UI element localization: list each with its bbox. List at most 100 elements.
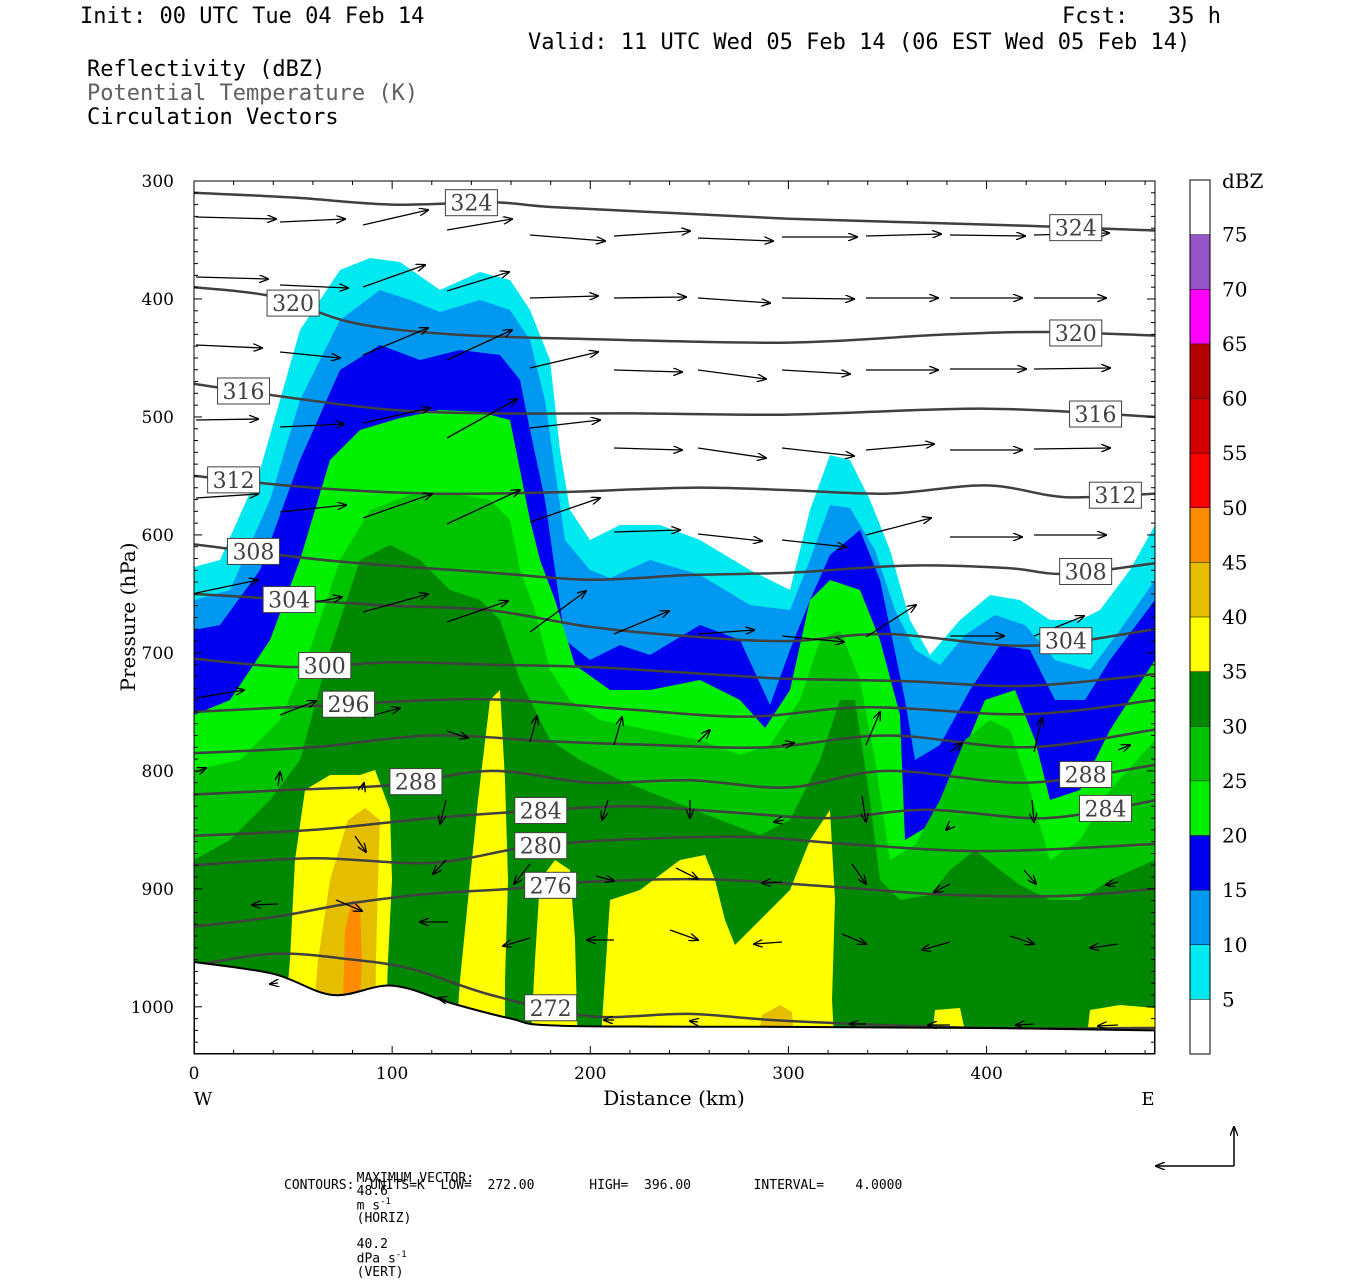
isentrope-label-text: 288 (395, 771, 437, 796)
ground-surface (194, 960, 1155, 1054)
vector-arrow (362, 783, 364, 790)
vector-arrow (1098, 1025, 1119, 1026)
vector-arrow (595, 876, 614, 881)
isentrope-label-text: 304 (268, 589, 310, 614)
vector-arrow (774, 820, 785, 822)
colorbar-label: 30 (1222, 714, 1247, 738)
isentrope-label: 284 (1078, 794, 1132, 822)
colorbar-swatch (1190, 617, 1210, 672)
y-tick-label: 400 (142, 290, 174, 310)
colorbar-title: dBZ (1222, 169, 1264, 193)
vector-arrow (362, 594, 428, 613)
dbz-band-45 (343, 900, 362, 1000)
field-potential-temperature: Potential Temperature (K) (87, 81, 419, 106)
forecast-hour: Fcst: 35 h (1062, 4, 1221, 29)
y-axis-label: Pressure (hPa) (116, 543, 140, 692)
vector-arrow (529, 420, 600, 429)
vector-arrow (362, 408, 430, 424)
isentrope-label-text: 324 (450, 192, 492, 217)
y-tick-label: 900 (142, 880, 174, 900)
isentrope-label: 276 (524, 871, 578, 899)
isentrope-284K (194, 799, 1155, 838)
isentrope-label: 316 (217, 377, 271, 405)
vector-arrow (195, 277, 268, 279)
vector-arrow (865, 712, 880, 746)
reflectivity-shading (194, 258, 1155, 1054)
vector-arrow (446, 219, 512, 231)
vector-arrow (697, 297, 770, 303)
dbz-band-35-b (455, 690, 508, 1054)
vector-arrow (529, 234, 605, 241)
colorbar-label: 15 (1222, 878, 1247, 902)
vert-value: 40.2 (356, 1237, 388, 1253)
colorbar-swatch (1190, 289, 1210, 344)
isentrope-292K (194, 728, 1155, 755)
isentrope-label-text: 308 (1065, 560, 1107, 585)
vector-arrow (278, 772, 280, 787)
colorbar-label: 65 (1222, 332, 1247, 356)
y-tick-label: 700 (142, 644, 174, 664)
isentrope-label: 316 (1069, 400, 1123, 428)
vector-arrow (1032, 799, 1034, 822)
vector-arrow (446, 330, 512, 361)
field-reflectivity: Reflectivity (dBZ) (87, 57, 326, 82)
x-tick-label: 100 (376, 1064, 408, 1084)
x-axis-east-label: E (1141, 1089, 1154, 1110)
isentrope-label: 324 (444, 189, 498, 217)
vector-arrow (697, 730, 710, 743)
colorbar-swatch (1190, 999, 1210, 1054)
isentrope-label-text: 300 (304, 655, 346, 680)
colorbar-label: 20 (1222, 824, 1247, 848)
vector-arrow (1117, 745, 1130, 750)
vector-arrow (503, 937, 531, 946)
isentrope-label: 288 (1059, 760, 1113, 788)
field-circulation-vectors: Circulation Vectors (87, 105, 339, 130)
vector-arrow (602, 799, 609, 820)
vector-arrow (446, 490, 520, 525)
isentrope-label-text: 284 (1084, 797, 1126, 822)
vector-arrow (440, 799, 447, 824)
vector-arrow (613, 297, 686, 298)
vector-arrow (195, 494, 258, 499)
colorbar-label: 45 (1222, 550, 1247, 574)
isentrope-label: 296 (322, 690, 376, 718)
cross-section-chart: 3243243203203163163123123083083043043002… (116, 169, 1264, 1200)
vector-arrow (697, 630, 754, 635)
isentrope-label-text: 276 (530, 874, 572, 899)
vector-arrow (781, 539, 846, 547)
y-tick-label: 600 (142, 526, 174, 546)
vector-arrow (949, 743, 962, 753)
vector-arrow (438, 998, 446, 1000)
isentrope-label-text: 308 (232, 540, 274, 565)
isentrope-label: 320 (266, 289, 320, 317)
vector-arrow (613, 370, 682, 372)
init-time: Init: 00 UTC Tue 04 Feb 14 (80, 4, 425, 29)
vector-arrow (697, 533, 762, 541)
y-axis: 300 400 500 600 700 800 900 1000 (131, 172, 1155, 1043)
vector-arrow (362, 265, 425, 288)
vector-arrow (865, 234, 941, 236)
isentrope-label-text: 312 (1094, 484, 1136, 509)
isentrope-label-text: 320 (1055, 322, 1097, 347)
vector-arrow (862, 795, 866, 822)
vector-arrow (279, 351, 340, 358)
isentrope-label: 280 (514, 832, 568, 860)
isentrope-label-text: 316 (1075, 403, 1117, 428)
isentrope-316K (194, 382, 1155, 419)
isentrope-label: 284 (514, 797, 568, 825)
y-tick-label: 500 (142, 408, 174, 428)
vector-arrow (279, 285, 348, 288)
vector-arrow (529, 591, 586, 633)
dbz-band-35-d (600, 810, 835, 1054)
contour-labels: 324 324 320 320 316 316 312 312 308 308 304 304 300 2… (207, 189, 1142, 1022)
vector-arrow (697, 447, 766, 458)
vector-arrow (362, 494, 432, 519)
isentrope-label: 308 (1059, 557, 1113, 585)
vector-arrow (851, 863, 866, 884)
horiz-exponent: -1 (380, 1197, 391, 1207)
isentrope-label: 312 (1088, 481, 1142, 509)
vector-arrow (514, 863, 531, 884)
isentrope-label-text: 272 (530, 997, 572, 1022)
y-tick-label: 300 (142, 172, 174, 192)
x-tick-label: 300 (772, 1064, 804, 1084)
